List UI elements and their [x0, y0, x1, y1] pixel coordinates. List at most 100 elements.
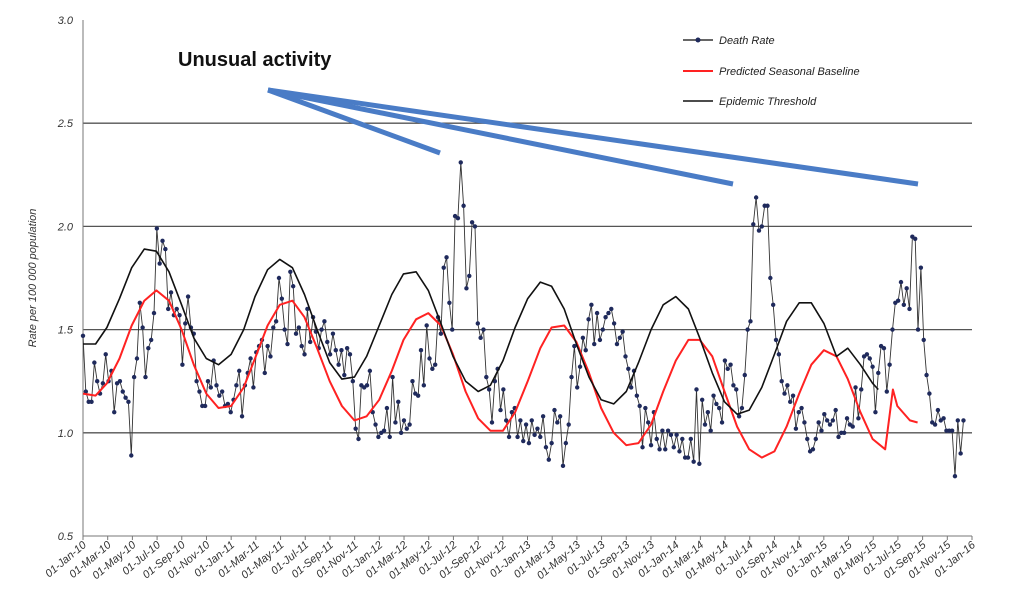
- data-point: [117, 379, 123, 384]
- data-point: [268, 354, 273, 359]
- data-point: [793, 426, 799, 431]
- data-point: [935, 407, 941, 413]
- data-point: [731, 383, 736, 388]
- data-point: [873, 409, 878, 415]
- data-point: [134, 356, 140, 361]
- data-point: [509, 409, 515, 415]
- data-point: [620, 329, 625, 334]
- data-point: [674, 432, 679, 438]
- data-point: [685, 455, 691, 460]
- data-point: [384, 405, 390, 411]
- data-point: [89, 399, 94, 405]
- data-point: [665, 428, 671, 433]
- data-point: [796, 409, 801, 415]
- data-point: [901, 302, 907, 308]
- data-point: [166, 306, 171, 312]
- data-point: [129, 453, 134, 458]
- series-predicted-seasonal-baseline-line: [82, 289, 918, 459]
- data-point: [336, 362, 341, 367]
- data-point: [143, 374, 148, 380]
- data-point: [327, 352, 333, 357]
- data-point: [441, 265, 446, 270]
- data-point: [401, 418, 407, 423]
- data-point: [467, 273, 472, 279]
- data-point: [907, 306, 912, 312]
- data-point: [251, 385, 256, 390]
- data-point: [623, 354, 628, 359]
- data-point: [606, 310, 611, 316]
- data-point: [197, 389, 202, 394]
- data-point: [671, 445, 676, 450]
- data-point: [137, 300, 143, 305]
- data-point: [148, 337, 154, 343]
- data-point: [299, 343, 304, 349]
- data-point: [714, 401, 719, 407]
- data-point: [367, 368, 373, 374]
- data-point: [481, 327, 486, 332]
- data-point: [577, 364, 583, 369]
- data-point: [782, 391, 787, 396]
- data-point: [660, 428, 665, 433]
- series: [80, 160, 966, 479]
- data-point: [702, 422, 708, 427]
- data-point: [853, 385, 858, 390]
- y-axis-label: Rate per 100 000 population: [27, 209, 39, 348]
- data-point: [373, 422, 378, 427]
- data-point: [765, 203, 770, 208]
- data-point: [183, 321, 188, 326]
- legend-marker: [695, 37, 701, 43]
- y-tick-label: 1.0: [58, 428, 74, 440]
- data-point: [342, 372, 347, 378]
- data-point: [592, 341, 597, 347]
- data-point: [177, 312, 182, 318]
- data-point: [594, 310, 600, 316]
- data-point: [597, 337, 603, 343]
- data-point: [790, 393, 796, 398]
- data-point: [518, 418, 523, 423]
- data-point: [850, 424, 855, 429]
- data-point: [677, 449, 682, 454]
- data-point: [881, 345, 887, 351]
- y-tick-label: 2.5: [57, 118, 74, 130]
- data-point: [432, 362, 438, 367]
- data-point: [214, 383, 219, 388]
- data-point: [745, 327, 750, 332]
- data-point: [583, 348, 588, 353]
- data-point: [444, 255, 449, 260]
- data-point: [396, 399, 401, 405]
- data-point: [563, 440, 569, 446]
- data-point: [123, 395, 128, 400]
- data-point: [540, 414, 546, 419]
- data-point: [589, 302, 594, 308]
- data-point: [887, 362, 892, 367]
- data-point: [404, 426, 409, 431]
- data-point: [580, 335, 586, 341]
- series-epidemic-threshold-line: [83, 248, 879, 415]
- data-point: [424, 323, 429, 328]
- data-point: [751, 222, 756, 227]
- data-point: [100, 381, 106, 386]
- data-point: [640, 445, 645, 450]
- data-point: [430, 366, 435, 372]
- data-point: [816, 420, 821, 425]
- data-point: [202, 403, 208, 409]
- data-point: [151, 310, 157, 316]
- data-point: [131, 374, 137, 380]
- data-point: [478, 335, 483, 341]
- data-point: [614, 341, 620, 347]
- data-point: [217, 393, 222, 398]
- data-point: [634, 393, 640, 398]
- data-point: [381, 428, 387, 433]
- data-point: [768, 275, 773, 281]
- data-point: [560, 463, 566, 469]
- data-point: [915, 327, 921, 332]
- data-point: [844, 416, 850, 421]
- data-point: [293, 331, 299, 336]
- data-point: [836, 434, 841, 440]
- data-point: [418, 348, 424, 353]
- data-point: [407, 422, 412, 427]
- data-point: [486, 387, 492, 392]
- y-tick-label: 1.5: [58, 325, 74, 337]
- data-point: [722, 358, 728, 363]
